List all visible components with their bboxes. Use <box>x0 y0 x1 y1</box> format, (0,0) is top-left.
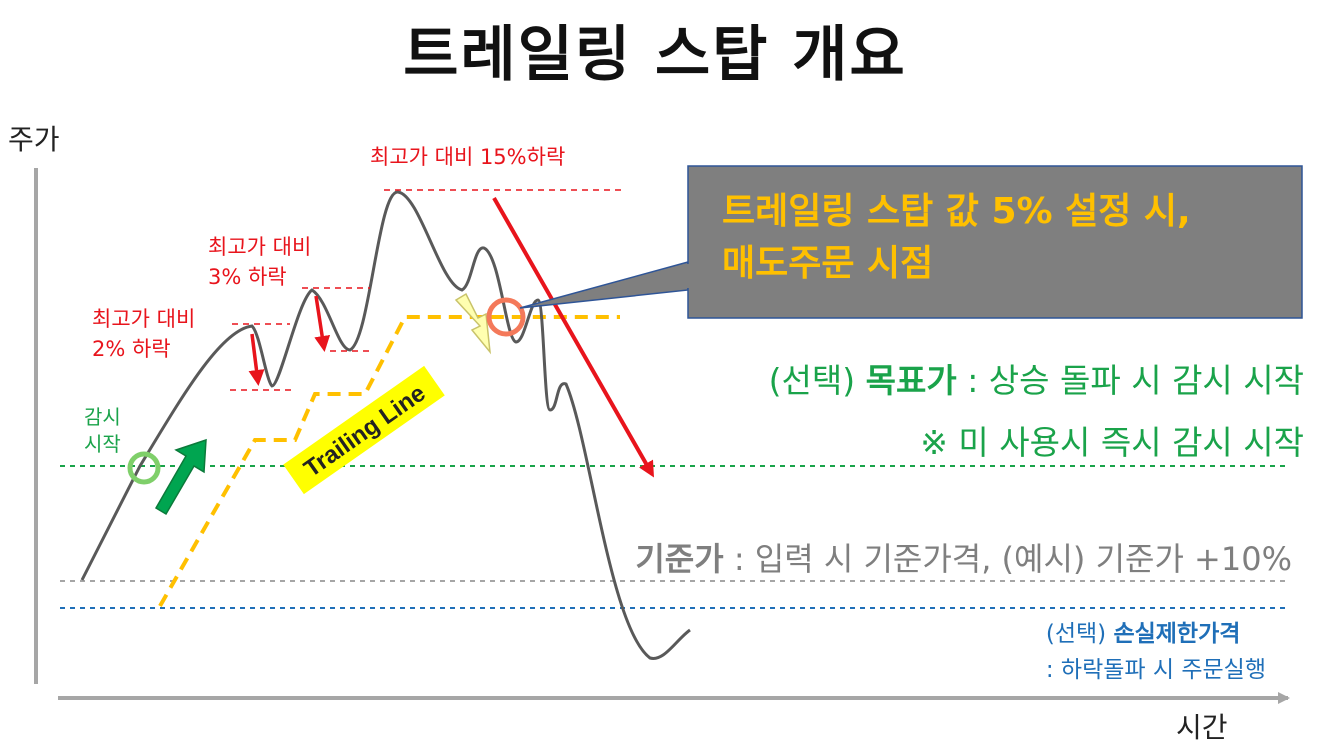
monitor-start-note: 감시 시작 <box>84 404 121 458</box>
trailing-stop-line <box>158 315 620 607</box>
monitor-start-line1: 감시 <box>84 405 121 429</box>
drop-15-note: 최고가 대비 15%하락 <box>370 145 566 169</box>
drop-arrow-3 <box>314 295 331 352</box>
stoploss-name: 손실제한가격 <box>1113 621 1241 647</box>
target-desc: : 상승 돌파 시 감시 시작 <box>956 361 1304 400</box>
drop-3-note-line2: 3% 하락 <box>208 265 287 289</box>
stoploss-desc: : 하락돌파 시 주문실행 <box>1045 657 1266 683</box>
callout-text: 트레일링 스탑 값 5% 설정 시, 매도주문 시점 <box>722 186 1191 290</box>
callout-box <box>687 165 1303 319</box>
monitor-start-line2: 시작 <box>84 432 121 456</box>
drop-arrow-15 <box>492 197 654 478</box>
page-title: 트레일링 스탑 개요 <box>403 20 907 90</box>
price-curve <box>80 190 691 660</box>
base-price-description: 기준가 : 입력 시 기준가격, (예시) 기준가 +10% <box>635 534 1292 580</box>
drop-arrow-2 <box>248 333 265 386</box>
base-name: 기준가 <box>635 540 724 578</box>
base-desc: : 입력 시 기준가격, (예시) 기준가 +10% <box>723 540 1292 578</box>
target-name: 목표가 <box>865 361 957 400</box>
callout-line1: 트레일링 스탑 값 5% 설정 시, <box>722 191 1191 232</box>
trailing-line-badge: Trailing Line <box>283 365 445 495</box>
rise-arrow-icon <box>154 438 207 516</box>
stoploss-description: (선택) 손실제한가격 : 하락돌파 시 주문실행 <box>1046 616 1266 688</box>
drop-2-note-line1: 최고가 대비 <box>92 307 196 331</box>
drop-3-note-line1: 최고가 대비 <box>208 235 312 259</box>
sell-point-circle <box>486 297 526 337</box>
sell-point-arrow-icon <box>454 292 492 355</box>
stoploss-line1: (선택) 손실제한가격 <box>1046 616 1266 652</box>
drop-2-note-line2: 2% 하락 <box>92 337 171 361</box>
drop-2-note: 최고가 대비 2% 하락 <box>92 304 195 364</box>
y-axis-label: 주가 <box>8 123 60 156</box>
target-price-note: ※ 미 사용시 즉시 감시 시작 <box>920 423 1304 462</box>
stoploss-prefix: (선택) <box>1045 621 1114 647</box>
drop-3-note: 최고가 대비 3% 하락 <box>208 232 311 292</box>
x-axis-label: 시간 <box>1176 711 1228 744</box>
callout-line2: 매도주문 시점 <box>722 243 934 284</box>
target-price-description: (선택) 목표가 : 상승 돌파 시 감시 시작 <box>769 354 1304 402</box>
target-prefix: (선택) <box>768 361 866 400</box>
monitor-start-circle <box>127 451 161 485</box>
